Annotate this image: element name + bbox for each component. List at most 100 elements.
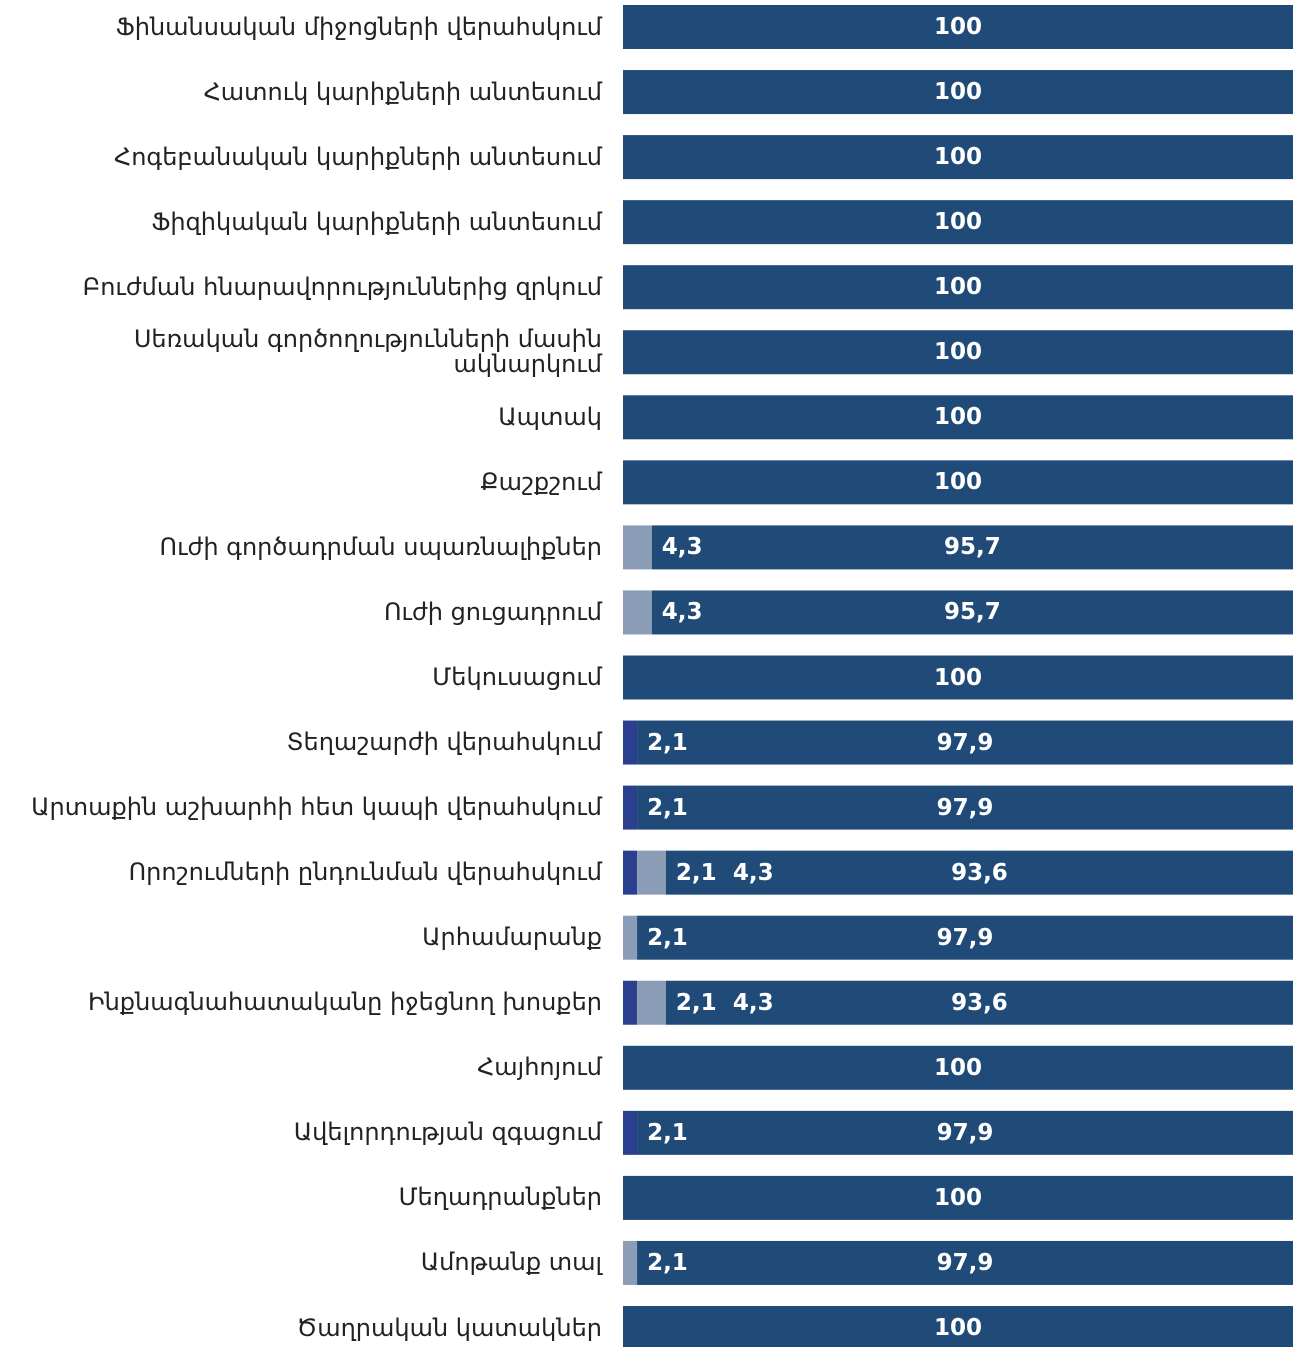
bar-segment xyxy=(651,590,1293,635)
value-label-text: 4,3 xyxy=(732,859,774,886)
category-label-text: Հատուկ կարիքների անտեսում xyxy=(203,77,602,106)
category-label: Մեղադրանքներ xyxy=(5,1168,602,1228)
category-label-text: Տեղաշարժի վերահսկում xyxy=(286,728,602,757)
value-label: 100 xyxy=(934,1053,982,1083)
bar-segment xyxy=(623,980,638,1025)
category-label-text: Ավելորդության զգացում xyxy=(293,1118,602,1147)
value-label: 100 xyxy=(934,663,982,693)
value-label: 100 xyxy=(934,467,982,497)
category-label-text: Ֆիզիկական կարիքների անտեսում xyxy=(151,207,602,236)
value-label-text: 100 xyxy=(933,404,983,431)
value-label-text: 100 xyxy=(933,469,983,496)
bar-segment xyxy=(651,525,1293,570)
value-label: 100 xyxy=(934,142,982,172)
value-label: 97,9 xyxy=(937,1248,994,1278)
category-label-text: Հայհոյում xyxy=(477,1053,602,1082)
category-label: Հատուկ կարիքների անտեսում xyxy=(5,62,602,122)
category-label: Ուժի ցուցադրում xyxy=(5,582,602,642)
value-label-text: 100 xyxy=(933,14,983,40)
bar-segment xyxy=(623,850,638,895)
bar-segment xyxy=(637,980,666,1025)
value-label: 100 xyxy=(934,207,982,237)
value-label: 100 xyxy=(934,77,982,107)
value-label: 100 xyxy=(934,12,982,42)
category-label: Ծաղրական կատակներ xyxy=(5,1298,602,1347)
bar-segment xyxy=(623,1306,1293,1347)
bar-segment xyxy=(623,915,638,960)
category-label-text: Հոգեբանական կարիքների անտեսում xyxy=(114,142,602,171)
bar-segment xyxy=(623,200,1293,245)
category-label-text: Որոշումների ընդունման վերահսկում xyxy=(128,858,602,887)
value-label-text: 97,9 xyxy=(936,924,994,951)
category-label-text: Ֆինանսական միջոցների վերահսկում xyxy=(115,12,602,41)
value-label-text: 95,7 xyxy=(944,534,1001,561)
value-label-text: 97,9 xyxy=(936,1249,994,1276)
bar-segment xyxy=(623,525,652,570)
bar-segment xyxy=(623,265,1293,310)
value-label-text: 100 xyxy=(933,339,983,366)
value-label-text: 4,3 xyxy=(732,989,774,1016)
category-label-text: Ինքնագնահատականը իջեցնող խոսքեր xyxy=(88,988,602,1017)
value-label: 4,3 xyxy=(733,858,774,888)
value-label-text: 4,3 xyxy=(661,599,703,626)
value-label: 2,1 xyxy=(647,793,688,823)
category-label-text: Ծաղրական կատակներ xyxy=(296,1313,602,1342)
bar-segment xyxy=(623,330,1293,375)
value-label: 100 xyxy=(934,1183,982,1213)
value-label-text: 2,1 xyxy=(675,989,717,1016)
value-label-text: 2,1 xyxy=(647,1249,688,1276)
category-label-text: Ուժի գործադրման սպառնալիքներ xyxy=(159,532,602,561)
value-label: 2,1 xyxy=(676,988,717,1018)
value-label-text: 100 xyxy=(933,79,983,106)
bar-segment xyxy=(637,915,1293,960)
value-label: 100 xyxy=(934,402,982,432)
value-label: 2,1 xyxy=(647,1248,688,1278)
category-label: Որոշումների ընդունման վերահսկում xyxy=(5,843,602,903)
value-label-text: 2,1 xyxy=(647,794,688,821)
category-label-text: Սեռական գործողությունների մասին ակնարկու… xyxy=(133,325,602,379)
category-label: Արտաքին աշխարհի հետ կապի վերահսկում xyxy=(5,778,602,838)
bar-segment xyxy=(637,1110,1293,1155)
category-label-text: Մեկուսացում xyxy=(432,663,602,691)
value-label: 100 xyxy=(934,272,982,302)
category-label: Մեկուսացում xyxy=(5,648,602,708)
bar-segment xyxy=(637,785,1293,830)
category-label: Ավելորդության զգացում xyxy=(5,1103,602,1163)
category-label: Ֆինանսական միջոցների վերահսկում xyxy=(5,0,602,57)
value-label: 100 xyxy=(934,1313,982,1343)
value-label: 4,3 xyxy=(733,988,774,1018)
value-label-text: 95,7 xyxy=(944,599,1001,626)
bar-segment xyxy=(623,1175,1293,1220)
bar-segment xyxy=(623,395,1293,440)
category-label-text: Արհամարանք xyxy=(422,923,602,952)
category-label-text: Ամոթանք տալ xyxy=(420,1248,602,1277)
value-label-text: 2,1 xyxy=(675,859,717,886)
bar-segment xyxy=(623,1110,638,1155)
value-label-text: 93,6 xyxy=(951,859,1008,886)
bar-segment xyxy=(623,1240,638,1285)
value-label: 93,6 xyxy=(951,858,1008,888)
value-label: 2,1 xyxy=(647,728,688,758)
value-label: 97,9 xyxy=(937,793,994,823)
value-label-text: 93,6 xyxy=(951,989,1008,1016)
category-label-text: Մեղադրանքներ xyxy=(398,1183,602,1212)
category-label: Քաշքշում xyxy=(5,452,602,512)
value-label: 4,3 xyxy=(662,532,703,562)
value-label-text: 97,9 xyxy=(936,1119,994,1146)
bar-segment xyxy=(623,655,1293,700)
category-label-text: Արտաքին աշխարհի հետ կապի վերահսկում xyxy=(31,793,602,822)
value-label-text: 100 xyxy=(933,274,983,301)
value-label-text: 2,1 xyxy=(647,1119,688,1146)
value-label: 2,1 xyxy=(647,1118,688,1148)
category-label: Ուժի գործադրման սպառնալիքներ xyxy=(5,517,602,577)
category-label: Ինքնագնահատականը իջեցնող խոսքեր xyxy=(5,973,602,1033)
category-label-text: Բուժման հնարավորություններից զրկում xyxy=(82,272,602,301)
value-label: 97,9 xyxy=(937,728,994,758)
value-label-text: 4,3 xyxy=(661,534,703,561)
bar-segment xyxy=(623,1045,1293,1090)
bar-segment xyxy=(637,720,1293,765)
category-label: Սեռական գործողությունների մասին ակնարկու… xyxy=(5,322,602,382)
bar-segment xyxy=(623,70,1293,115)
bar-segment xyxy=(623,135,1293,180)
